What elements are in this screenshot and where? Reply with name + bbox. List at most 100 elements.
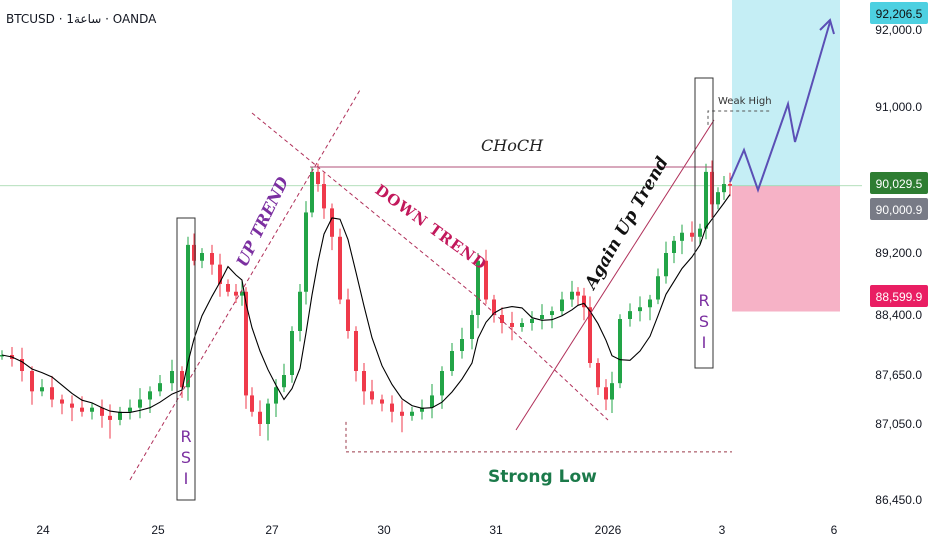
candle[interactable] [492, 294, 496, 323]
candle[interactable] [90, 402, 94, 420]
candle[interactable] [510, 311, 514, 341]
candle[interactable] [298, 284, 302, 342]
candle[interactable] [234, 284, 238, 303]
rsi-box-left[interactable] [176, 217, 196, 501]
candle[interactable] [698, 223, 702, 245]
time-axis[interactable]: 24 25 27 30 31 2026 3 6 [36, 523, 837, 537]
candle[interactable] [710, 160, 714, 218]
candle[interactable] [210, 244, 214, 275]
candle[interactable] [390, 395, 394, 423]
candle[interactable] [186, 236, 190, 401]
price-badge-cyan[interactable]: 92,206.5 [870, 2, 928, 24]
candle[interactable] [128, 399, 132, 420]
candle[interactable] [170, 359, 174, 391]
candle[interactable] [192, 233, 196, 266]
candle[interactable] [250, 387, 254, 417]
candle[interactable] [40, 379, 44, 397]
candle[interactable] [282, 363, 286, 393]
candle[interactable] [618, 314, 622, 389]
rsi-box-right[interactable] [694, 77, 714, 369]
candle[interactable] [258, 400, 262, 437]
candle[interactable] [656, 268, 660, 305]
candle[interactable] [200, 248, 204, 269]
candle[interactable] [20, 347, 24, 382]
candle[interactable] [108, 404, 112, 439]
candle[interactable] [50, 375, 54, 408]
up-trend-line[interactable] [129, 89, 361, 481]
candle[interactable] [648, 294, 652, 321]
strong-low-line[interactable] [345, 421, 732, 453]
candle[interactable] [604, 379, 608, 411]
candle[interactable] [560, 291, 564, 316]
candle[interactable] [100, 399, 104, 428]
candle[interactable] [728, 172, 732, 197]
candle[interactable] [226, 279, 230, 297]
candle[interactable] [570, 280, 574, 307]
candle[interactable] [316, 163, 320, 192]
candle[interactable] [244, 287, 248, 409]
candle[interactable] [218, 253, 222, 297]
candle[interactable] [690, 221, 694, 242]
weak-high-line[interactable] [707, 110, 770, 125]
candle[interactable] [148, 386, 152, 413]
candle[interactable] [354, 326, 358, 382]
candle[interactable] [430, 383, 434, 419]
candle[interactable] [30, 366, 34, 405]
candle[interactable] [530, 311, 534, 331]
candle[interactable] [664, 241, 668, 284]
price-tick-label: 89,200.0 [875, 246, 922, 260]
candle[interactable] [672, 235, 676, 264]
again-up-trend-line[interactable] [515, 119, 715, 431]
price-badge-red[interactable]: 88,599.9 [870, 285, 928, 307]
candle[interactable] [338, 228, 342, 305]
candle[interactable] [310, 167, 314, 218]
candle[interactable] [290, 326, 294, 383]
candle[interactable] [500, 307, 504, 334]
candle[interactable] [138, 388, 142, 419]
candle[interactable] [420, 399, 424, 420]
candle[interactable] [450, 343, 454, 376]
candle[interactable] [330, 203, 334, 251]
candle[interactable] [476, 253, 480, 329]
candle[interactable] [322, 172, 326, 219]
candle[interactable] [680, 224, 684, 255]
candle[interactable] [484, 249, 488, 305]
candle[interactable] [380, 394, 384, 412]
candle[interactable] [722, 175, 726, 200]
candle[interactable] [370, 379, 374, 405]
candle[interactable] [588, 296, 592, 368]
symbol-title[interactable]: BTCUSD · 1ساعة · OANDA [6, 12, 157, 26]
price-badge-green[interactable]: 90,029.5 [870, 172, 928, 194]
candle[interactable] [266, 398, 270, 441]
candle-body [656, 276, 660, 300]
candle[interactable] [596, 358, 600, 396]
price-badge-gray[interactable]: 90,000.9 [870, 198, 928, 220]
candle[interactable] [550, 306, 554, 329]
candle[interactable] [540, 304, 544, 330]
candle[interactable] [460, 327, 464, 359]
candle-body [370, 391, 374, 400]
candle[interactable] [410, 406, 414, 421]
candle[interactable] [362, 363, 366, 405]
candle[interactable] [60, 394, 64, 415]
candle[interactable] [716, 187, 720, 210]
candle[interactable] [628, 303, 632, 327]
candle[interactable] [304, 201, 308, 305]
candle[interactable] [240, 280, 244, 306]
candle[interactable] [470, 310, 474, 350]
candle-body [210, 253, 214, 265]
price-axis[interactable]: 92,000.0 91,000.0 89,200.0 88,400.0 87,650.0… [870, 2, 928, 507]
down-trend-extension[interactable] [477, 297, 609, 421]
projection-path[interactable] [729, 21, 831, 194]
candle[interactable] [638, 296, 642, 322]
candle[interactable] [400, 400, 404, 433]
candle[interactable] [158, 375, 162, 397]
candle[interactable] [576, 287, 580, 306]
candle[interactable] [520, 318, 524, 332]
candle[interactable] [118, 406, 122, 426]
candle[interactable] [346, 288, 350, 339]
candle[interactable] [70, 395, 74, 422]
position-zones [732, 0, 840, 312]
candle[interactable] [610, 371, 614, 413]
